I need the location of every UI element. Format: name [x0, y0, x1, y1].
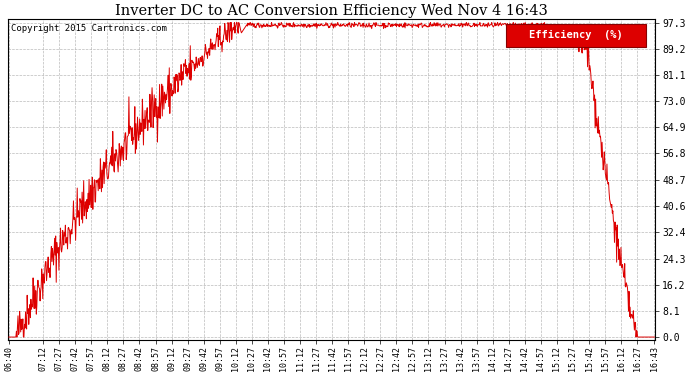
- FancyBboxPatch shape: [506, 24, 646, 46]
- Text: Efficiency  (%): Efficiency (%): [529, 30, 623, 40]
- Text: Copyright 2015 Cartronics.com: Copyright 2015 Cartronics.com: [11, 24, 167, 33]
- Title: Inverter DC to AC Conversion Efficiency Wed Nov 4 16:43: Inverter DC to AC Conversion Efficiency …: [115, 4, 548, 18]
